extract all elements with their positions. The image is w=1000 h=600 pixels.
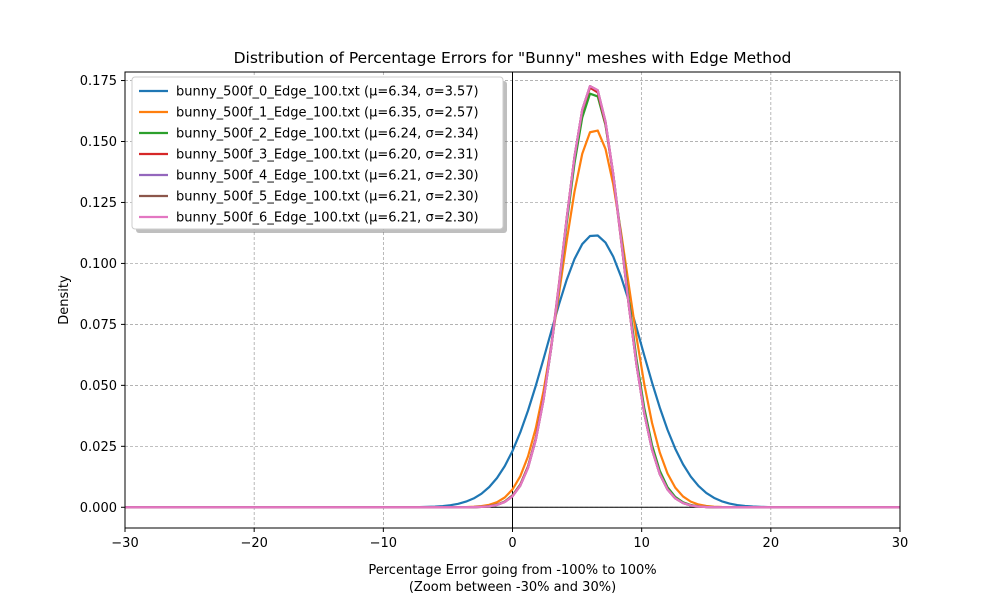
y-tick-label: 0.125 xyxy=(80,196,117,211)
legend-label-6: bunny_500f_6_Edge_100.txt (μ=6.21, σ=2.3… xyxy=(176,211,479,226)
y-tick-label: 0.050 xyxy=(80,379,117,394)
x-tick-label: −20 xyxy=(240,536,267,551)
legend-label-5: bunny_500f_5_Edge_100.txt (μ=6.21, σ=2.3… xyxy=(176,190,479,205)
legend-label-0: bunny_500f_0_Edge_100.txt (μ=6.34, σ=3.5… xyxy=(176,85,479,100)
x-tick-label: −10 xyxy=(370,536,397,551)
legend-label-1: bunny_500f_1_Edge_100.txt (μ=6.35, σ=2.5… xyxy=(176,106,479,121)
legend-label-4: bunny_500f_4_Edge_100.txt (μ=6.21, σ=2.3… xyxy=(176,169,479,184)
x-tick-label: 0 xyxy=(508,536,516,551)
y-tick-label: 0.025 xyxy=(80,440,117,455)
y-axis-label: Density xyxy=(57,275,72,325)
y-tick-label: 0.100 xyxy=(80,257,117,272)
legend-label-2: bunny_500f_2_Edge_100.txt (μ=6.24, σ=2.3… xyxy=(176,127,479,142)
y-tick-label: 0.175 xyxy=(80,74,117,89)
series-line-6 xyxy=(125,84,900,509)
legend-label-3: bunny_500f_3_Edge_100.txt (μ=6.20, σ=2.3… xyxy=(176,148,479,163)
x-tick-label: 10 xyxy=(633,536,650,551)
legend: bunny_500f_0_Edge_100.txt (μ=6.34, σ=3.5… xyxy=(131,76,507,233)
chart-title: Distribution of Percentage Errors for "B… xyxy=(234,49,792,67)
x-axis: −30 −20 −10 0 10 20 30 xyxy=(111,528,908,551)
legend-box xyxy=(131,76,504,230)
x-axis-sublabel: (Zoom between -30% and 30%) xyxy=(409,580,616,595)
x-tick-label: −30 xyxy=(111,536,138,551)
y-tick-label: 0.150 xyxy=(80,135,117,150)
y-tick-label: 0.000 xyxy=(80,501,117,516)
y-axis: 0.000 0.025 0.050 0.075 0.100 0.125 0.150 0.175 xyxy=(80,74,125,516)
series-lines xyxy=(125,84,900,509)
y-tick-label: 0.075 xyxy=(80,318,117,333)
x-tick-label: 20 xyxy=(763,536,780,551)
x-axis-label: Percentage Error going from -100% to 100… xyxy=(368,563,656,578)
x-tick-label: 30 xyxy=(892,536,909,551)
